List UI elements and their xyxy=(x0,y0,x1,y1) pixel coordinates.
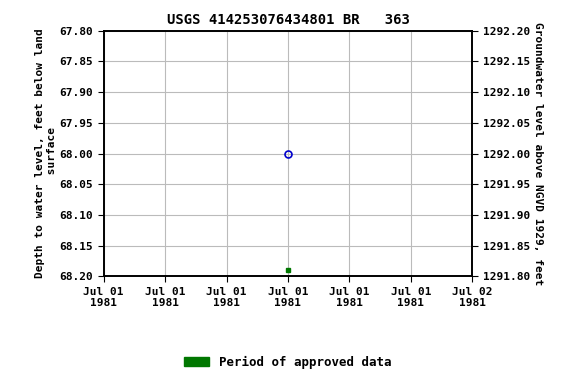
Y-axis label: Groundwater level above NGVD 1929, feet: Groundwater level above NGVD 1929, feet xyxy=(533,22,543,285)
Title: USGS 414253076434801 BR   363: USGS 414253076434801 BR 363 xyxy=(166,13,410,27)
Legend: Period of approved data: Period of approved data xyxy=(179,351,397,374)
Y-axis label: Depth to water level, feet below land
 surface: Depth to water level, feet below land su… xyxy=(35,29,56,278)
